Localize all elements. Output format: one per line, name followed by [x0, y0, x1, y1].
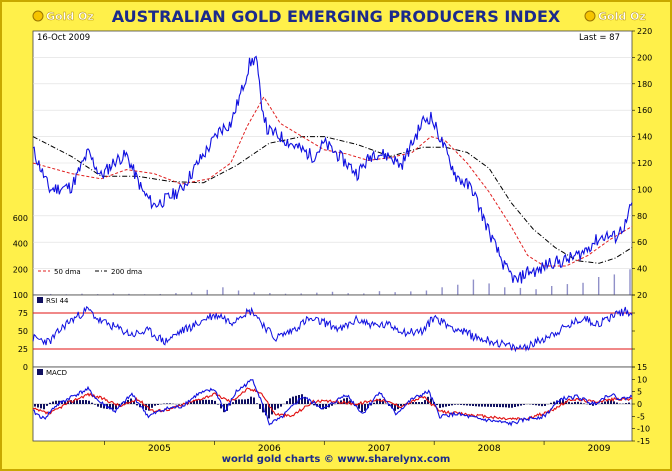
- price-tick-label: 160: [637, 106, 652, 115]
- macd-tick-label: 10: [637, 375, 647, 384]
- x-tick-label: 2007: [368, 444, 391, 454]
- macd-tick-label: -15: [637, 437, 650, 446]
- logo-left: Gold Oz: [32, 10, 94, 23]
- macd-series: [32, 379, 633, 427]
- price-y-axis: 20 40 60 80 100 120 140 160 180 200 220: [632, 27, 652, 300]
- last-value-label: Last = 87: [579, 33, 620, 43]
- macd-y-axis: -15 -10 -5 0 5 10 15: [632, 363, 650, 446]
- rsi-grid: [33, 312, 632, 350]
- volume-y-axis: 200 400 600: [13, 214, 28, 274]
- price-tick-label: 120: [637, 159, 652, 168]
- price-tick-label: 200: [637, 53, 652, 62]
- gold-coin-icon: [32, 10, 44, 22]
- macd-tick-label: 0: [637, 400, 642, 409]
- price-legend: 50 dma 200 dma: [38, 268, 142, 276]
- price-tick-label: 180: [637, 80, 652, 89]
- macd-tick-label: -5: [637, 412, 645, 421]
- logo-left-text: Gold Oz: [46, 10, 94, 23]
- price-tick-label: 40: [637, 265, 647, 274]
- macd-tick-label: 15: [637, 363, 647, 372]
- chart-title: AUSTRALIAN GOLD EMERGING PRODUCERS INDEX: [112, 7, 561, 26]
- price-tick-label: 80: [637, 212, 647, 221]
- volume-tick-label: 400: [13, 240, 28, 249]
- price-tick-label: 100: [637, 185, 652, 194]
- legend-200dma-label: 200 dma: [111, 268, 142, 276]
- macd-legend-label: MACD: [46, 369, 67, 377]
- price-series: [32, 55, 633, 284]
- macd-tick-label: 5: [637, 388, 642, 397]
- rsi-plot-area: [32, 294, 633, 368]
- date-label: 16-Oct 2009: [37, 33, 90, 43]
- footer-credit: world gold charts © www.sharelynx.com: [222, 454, 451, 465]
- rsi-line: [32, 305, 633, 353]
- macd-legend-swatch: [37, 369, 43, 375]
- logo-right: Gold Oz: [584, 10, 646, 23]
- rsi-tick-label: 75: [18, 309, 28, 318]
- rsi-series: [32, 305, 633, 353]
- dma50-line: [32, 96, 633, 267]
- price-tick-label: 60: [637, 238, 647, 247]
- dma200-line: [32, 136, 633, 264]
- rsi-legend-swatch: [37, 297, 43, 303]
- rsi-tick-label: 25: [18, 345, 28, 354]
- price-grid: [33, 57, 632, 269]
- price-tick-label: 220: [637, 27, 652, 36]
- rsi-tick-label: 0: [23, 363, 28, 372]
- rsi-panel: 0 25 50 75 100 RSI 44: [13, 291, 635, 372]
- x-tick-label: 2009: [588, 444, 611, 454]
- volume-tick-label: 600: [13, 214, 28, 223]
- macd-signal-line: [32, 387, 633, 421]
- price-panel: 16-Oct 2009 Last = 87 20 40 60 80 100 120 140 1…: [13, 27, 653, 300]
- rsi-tick-label: 50: [18, 327, 28, 336]
- macd-panel: -15 -10 -5 0 5 10 15 MACD: [32, 363, 650, 446]
- macd-tick-label: -10: [637, 425, 650, 434]
- price-tick-label: 20: [637, 291, 647, 300]
- legend-50dma-label: 50 dma: [54, 268, 81, 276]
- index-price-line: [32, 55, 633, 284]
- x-tick-label: 2008: [478, 444, 501, 454]
- x-axis: 2005 2006 2007 2008 2009: [104, 441, 611, 454]
- rsi-legend-label: RSI 44: [46, 297, 69, 305]
- rsi-tick-label: 100: [13, 291, 28, 300]
- x-tick-label: 2006: [258, 444, 281, 454]
- price-tick-label: 140: [637, 133, 652, 142]
- gold-coin-icon: [584, 10, 596, 22]
- x-tick-label: 2005: [148, 444, 171, 454]
- logo-right-text: Gold Oz: [598, 10, 646, 23]
- macd-line: [32, 379, 633, 427]
- volume-tick-label: 200: [13, 265, 28, 274]
